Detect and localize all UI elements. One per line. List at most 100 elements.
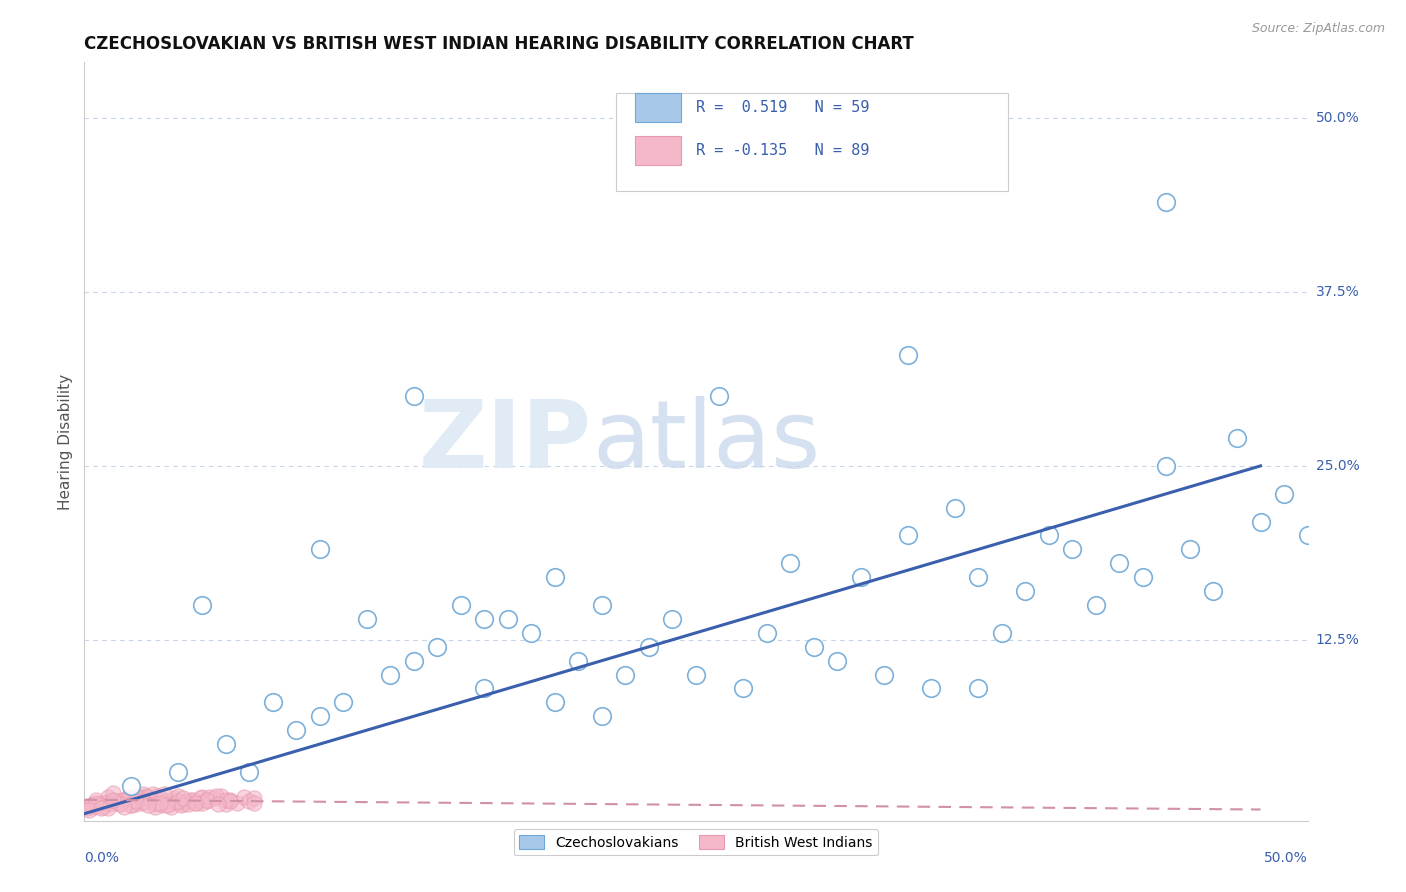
Point bbox=[80, 798, 103, 813]
Point bbox=[163, 791, 186, 805]
Point bbox=[226, 796, 249, 810]
Legend: Czechoslovakians, British West Indians: Czechoslovakians, British West Indians bbox=[513, 830, 879, 855]
Text: 12.5%: 12.5% bbox=[1316, 632, 1360, 647]
Point bbox=[214, 793, 236, 807]
Text: ZIP: ZIP bbox=[419, 395, 592, 488]
Point bbox=[91, 799, 114, 814]
Point bbox=[135, 789, 157, 803]
Point bbox=[105, 796, 128, 810]
FancyBboxPatch shape bbox=[636, 93, 682, 121]
Point bbox=[214, 737, 236, 751]
Point bbox=[156, 794, 179, 808]
Point bbox=[143, 797, 166, 811]
Point bbox=[181, 793, 204, 807]
Point bbox=[614, 667, 637, 681]
Point bbox=[195, 794, 218, 808]
Point bbox=[661, 612, 683, 626]
Point bbox=[991, 625, 1014, 640]
Point bbox=[84, 793, 107, 807]
Point bbox=[1108, 556, 1130, 570]
Point bbox=[167, 794, 190, 808]
Point bbox=[1084, 598, 1107, 612]
Point bbox=[108, 794, 131, 808]
Point bbox=[125, 794, 148, 808]
Point bbox=[205, 789, 228, 803]
Point bbox=[214, 797, 236, 811]
Point bbox=[544, 695, 567, 709]
Text: 25.0%: 25.0% bbox=[1316, 458, 1360, 473]
Point bbox=[132, 787, 155, 801]
Point bbox=[143, 799, 166, 814]
Point bbox=[167, 764, 190, 779]
Point bbox=[115, 791, 138, 805]
Point bbox=[149, 796, 172, 810]
Point bbox=[184, 796, 207, 810]
Point bbox=[1062, 542, 1084, 557]
Point bbox=[132, 796, 155, 810]
Point bbox=[755, 625, 778, 640]
FancyBboxPatch shape bbox=[636, 136, 682, 165]
Point bbox=[125, 797, 148, 811]
Point bbox=[1272, 486, 1295, 500]
Point bbox=[80, 798, 103, 813]
Point bbox=[146, 789, 169, 803]
Point bbox=[233, 789, 256, 804]
Point bbox=[111, 793, 134, 807]
Point bbox=[1132, 570, 1154, 584]
Point bbox=[567, 654, 589, 668]
Point bbox=[174, 794, 197, 808]
Point bbox=[1038, 528, 1060, 542]
Point bbox=[897, 348, 920, 362]
Point bbox=[195, 793, 218, 807]
Point bbox=[1320, 500, 1343, 515]
Point bbox=[426, 640, 449, 654]
Point bbox=[591, 598, 613, 612]
Point bbox=[308, 542, 330, 557]
Y-axis label: Hearing Disability: Hearing Disability bbox=[58, 374, 73, 509]
Point bbox=[177, 797, 200, 811]
Point bbox=[165, 796, 187, 810]
Point bbox=[127, 789, 149, 804]
Point bbox=[167, 789, 190, 803]
Point bbox=[332, 695, 354, 709]
Point bbox=[1296, 528, 1319, 542]
Point bbox=[170, 798, 193, 813]
Point bbox=[356, 612, 378, 626]
Point bbox=[132, 794, 155, 808]
Point bbox=[1202, 584, 1225, 599]
Point bbox=[104, 794, 127, 808]
Point bbox=[97, 789, 120, 804]
Point bbox=[472, 612, 495, 626]
Point bbox=[943, 500, 966, 515]
Point bbox=[136, 798, 159, 813]
Point bbox=[172, 791, 194, 805]
Point bbox=[803, 640, 825, 654]
Point bbox=[153, 787, 176, 801]
Point bbox=[77, 803, 100, 817]
Text: 37.5%: 37.5% bbox=[1316, 285, 1360, 299]
Point bbox=[129, 791, 152, 805]
Point bbox=[709, 389, 731, 403]
Point bbox=[472, 681, 495, 696]
Point bbox=[122, 793, 145, 807]
Point bbox=[120, 779, 142, 793]
Point bbox=[897, 528, 920, 542]
Point bbox=[198, 789, 221, 804]
Point bbox=[873, 667, 896, 681]
Point bbox=[143, 796, 166, 810]
Point bbox=[638, 640, 661, 654]
Point bbox=[120, 798, 142, 813]
Point bbox=[160, 799, 183, 814]
Text: CZECHOSLOVAKIAN VS BRITISH WEST INDIAN HEARING DISABILITY CORRELATION CHART: CZECHOSLOVAKIAN VS BRITISH WEST INDIAN H… bbox=[84, 35, 914, 53]
Text: R = -0.135   N = 89: R = -0.135 N = 89 bbox=[696, 143, 869, 158]
Point bbox=[76, 801, 98, 815]
Point bbox=[920, 681, 942, 696]
Point bbox=[101, 793, 124, 807]
Text: 50.0%: 50.0% bbox=[1316, 112, 1360, 125]
Point bbox=[188, 791, 211, 805]
Point bbox=[191, 789, 214, 804]
Point bbox=[402, 654, 425, 668]
Point bbox=[496, 612, 519, 626]
Point bbox=[101, 786, 124, 800]
Point bbox=[1250, 515, 1272, 529]
